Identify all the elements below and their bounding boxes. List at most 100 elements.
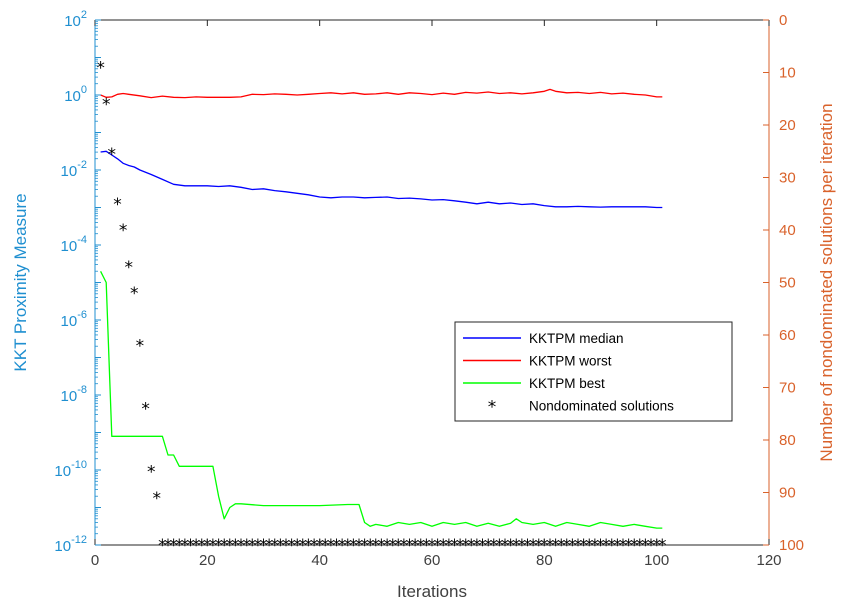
- nondominated-marker: *: [641, 536, 650, 556]
- nondominated-marker: *: [293, 536, 302, 556]
- nondominated-marker: *: [287, 536, 296, 556]
- nondominated-marker: *: [113, 195, 122, 215]
- nondominated-marker: *: [602, 536, 611, 556]
- nondominated-marker: *: [461, 536, 470, 556]
- nondominated-marker: *: [372, 536, 381, 556]
- x-tick-label: 80: [536, 552, 553, 569]
- nondominated-marker: *: [411, 536, 420, 556]
- nondominated-marker: *: [619, 536, 628, 556]
- right-tick-label: 90: [779, 485, 796, 502]
- left-tick-label: 10-2: [61, 159, 87, 180]
- nondominated-marker: *: [478, 536, 487, 556]
- left-tick-label: 10-4: [61, 234, 87, 255]
- nondominated-marker: *: [209, 536, 218, 556]
- nondominated-marker: *: [445, 536, 454, 556]
- nondominated-marker: *: [130, 284, 139, 304]
- nondominated-marker: *: [658, 536, 667, 556]
- nondominated-marker: *: [433, 536, 442, 556]
- nondominated-marker: *: [349, 536, 358, 556]
- nondominated-marker: *: [226, 536, 235, 556]
- nondominated-marker: *: [141, 400, 150, 420]
- x-tick-label: 60: [424, 552, 441, 569]
- nondominated-marker: *: [636, 536, 645, 556]
- nondominated-marker: *: [647, 536, 656, 556]
- nondominated-marker: *: [557, 536, 566, 556]
- nondominated-marker: *: [652, 536, 661, 556]
- nondominated-marker: *: [473, 536, 482, 556]
- nondominated-marker: *: [237, 536, 246, 556]
- nondominated-marker: *: [276, 536, 285, 556]
- nondominated-marker: *: [579, 536, 588, 556]
- nondominated-marker: *: [422, 536, 431, 556]
- nondominated-marker: *: [254, 536, 263, 556]
- left-y-axis-title: KKT Proximity Measure: [11, 193, 30, 371]
- nondominated-marker: *: [214, 536, 223, 556]
- x-tick-label: 100: [644, 552, 669, 569]
- nondominated-marker: *: [394, 536, 403, 556]
- nondominated-marker: *: [624, 536, 633, 556]
- nondominated-marker: *: [158, 536, 167, 556]
- right-tick-label: 50: [779, 275, 796, 292]
- nondominated-marker: *: [484, 536, 493, 556]
- nondominated-marker: *: [270, 536, 279, 556]
- left-tick-label: 10-8: [61, 384, 87, 405]
- right-tick-label: 0: [779, 12, 787, 29]
- nondominated-marker: *: [282, 536, 291, 556]
- nondominated-marker: *: [360, 536, 369, 556]
- nondominated-marker: *: [186, 536, 195, 556]
- nondominated-marker: *: [388, 536, 397, 556]
- right-tick-label: 70: [779, 380, 796, 397]
- nondominated-marker: *: [405, 536, 414, 556]
- series-layer: ****************************************…: [96, 58, 666, 556]
- nondominated-marker: *: [321, 536, 330, 556]
- nondominated-marker: *: [119, 221, 128, 241]
- nondominated-marker: *: [563, 536, 572, 556]
- nondominated-marker: *: [495, 536, 504, 556]
- nondominated-marker: *: [506, 536, 515, 556]
- series-median-line: [100, 150, 663, 209]
- right-tick-label: 80: [779, 432, 796, 449]
- legend-marker-nondominated: *: [488, 398, 497, 418]
- x-axis-title: Iterations: [397, 582, 467, 601]
- nondominated-marker: *: [265, 536, 274, 556]
- nondominated-marker: *: [310, 536, 319, 556]
- nondominated-marker: *: [147, 463, 156, 483]
- nondominated-marker: *: [613, 536, 622, 556]
- nondominated-marker: *: [220, 536, 229, 556]
- nondominated-marker: *: [299, 536, 308, 556]
- x-tick-label: 20: [199, 552, 216, 569]
- legend-label-best: KKTPM best: [529, 376, 605, 391]
- nondominated-marker: *: [259, 536, 268, 556]
- nondominated-marker: *: [607, 536, 616, 556]
- right-tick-label: 100: [779, 537, 804, 554]
- nondominated-marker: *: [518, 536, 527, 556]
- nondominated-marker: *: [108, 145, 117, 165]
- left-tick-label: 102: [64, 9, 87, 30]
- nondominated-marker: *: [490, 536, 499, 556]
- nondominated-marker: *: [574, 536, 583, 556]
- nondominated-marker: *: [450, 536, 459, 556]
- legend-label-worst: KKTPM worst: [529, 354, 612, 369]
- nondominated-marker: *: [153, 489, 162, 509]
- axes-layer: 0 20 40 60 80 100 12010210010-210-410-610-810-…: [54, 9, 804, 569]
- right-tick-label: 40: [779, 222, 796, 239]
- nondominated-marker: *: [540, 536, 549, 556]
- plot-area: [95, 20, 769, 545]
- right-y-axis-title: Number of nondominated solutions per ite…: [817, 103, 836, 461]
- nondominated-marker: *: [315, 536, 324, 556]
- nondominated-marker: *: [585, 536, 594, 556]
- nondominated-marker: *: [523, 536, 532, 556]
- nondominated-marker: *: [164, 536, 173, 556]
- legend-label-nondominated: Nondominated solutions: [529, 399, 674, 414]
- nondominated-marker: *: [304, 536, 313, 556]
- nondominated-marker: *: [231, 536, 240, 556]
- nondominated-marker: *: [383, 536, 392, 556]
- x-tick-label: 0: [91, 552, 99, 569]
- nondominated-marker: *: [175, 536, 184, 556]
- legend: KKTPM median KKTPM worst KKTPM best * Nondom…: [454, 321, 733, 422]
- nondominated-marker: *: [136, 337, 145, 357]
- nondominated-marker: *: [355, 536, 364, 556]
- x-tick-label: 120: [756, 552, 781, 569]
- nondominated-marker: *: [439, 536, 448, 556]
